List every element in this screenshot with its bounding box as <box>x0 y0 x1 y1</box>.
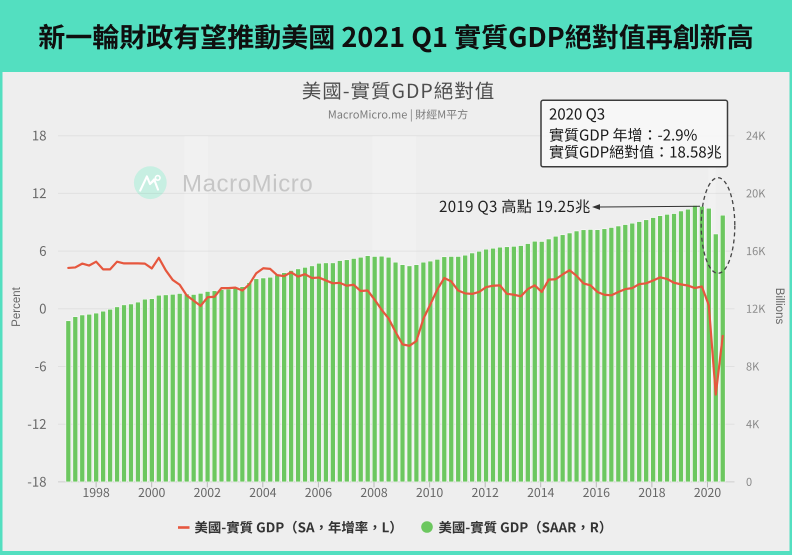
svg-text:Billions: Billions <box>773 288 785 325</box>
svg-text:MacroMicro: MacroMicro <box>182 171 313 198</box>
svg-text:Percent: Percent <box>11 286 23 326</box>
